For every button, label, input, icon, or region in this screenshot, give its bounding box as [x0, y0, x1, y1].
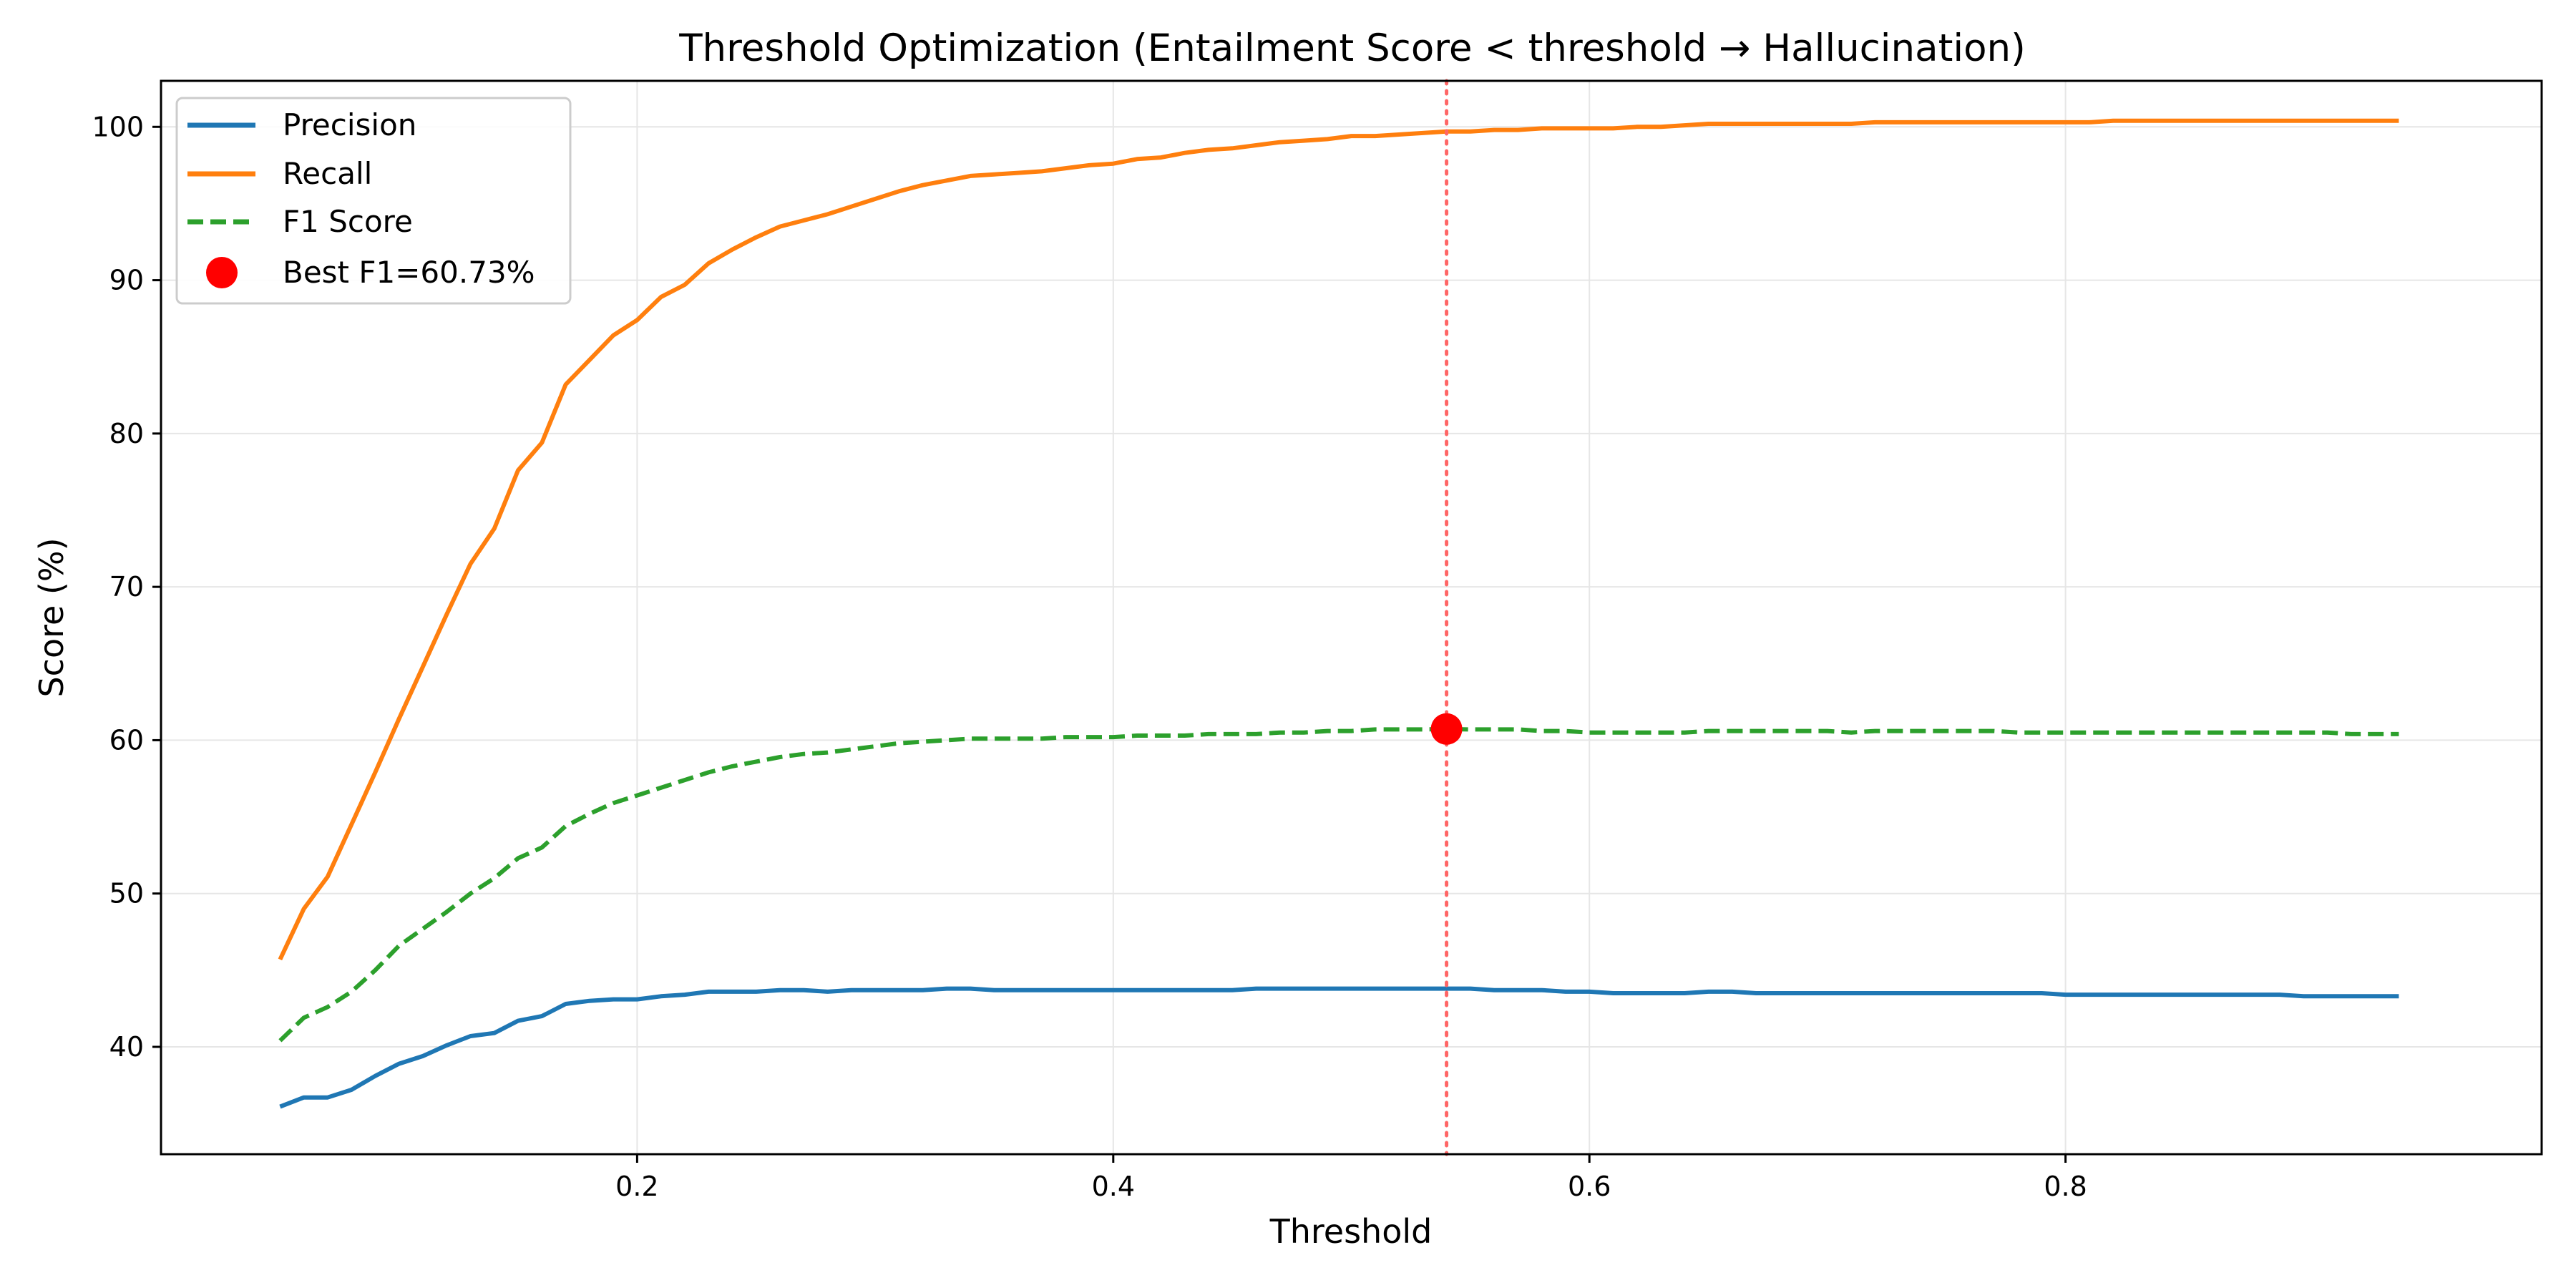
y-tick-label: 70	[109, 571, 144, 602]
legend-label-f1-score: F1 Score	[283, 204, 413, 239]
x-tick-label: 0.8	[2044, 1171, 2087, 1202]
y-tick-label: 60	[109, 724, 144, 756]
legend-swatch-best-f1	[206, 257, 238, 288]
chart-title: Threshold Optimization (Entailment Score…	[678, 26, 2026, 70]
x-tick-label: 0.4	[1092, 1171, 1135, 1202]
y-tick-label: 50	[109, 878, 144, 909]
x-tick-label: 0.6	[1568, 1171, 1611, 1202]
legend-box	[175, 97, 572, 305]
axis-ticks: 0.2 0.4 0.6 0.8 40 50 60 70 80 90 100	[92, 111, 2087, 1202]
legend: Precision Recall F1 Score Best F1=60.73%	[175, 97, 572, 305]
y-tick-label: 100	[92, 111, 144, 142]
y-tick-label: 40	[109, 1031, 144, 1063]
plot-frame	[160, 79, 2543, 1156]
best-f1-marker	[1430, 713, 1463, 745]
grid	[161, 81, 2542, 1154]
x-tick-label: 0.2	[615, 1171, 658, 1202]
y-axis-label: Score (%)	[32, 537, 71, 697]
legend-label-recall: Recall	[283, 156, 372, 191]
series-layer	[278, 118, 2399, 1109]
series-line-recall	[278, 118, 2399, 961]
y-tick-label: 90	[109, 265, 144, 296]
x-axis-label: Threshold	[1269, 1212, 1433, 1251]
series-line-f1-score	[278, 726, 2399, 1043]
legend-label-best-f1: Best F1=60.73%	[283, 255, 535, 290]
legend-label-precision: Precision	[283, 107, 416, 142]
y-tick-label: 80	[109, 418, 144, 449]
series-line-precision	[279, 986, 2399, 1109]
